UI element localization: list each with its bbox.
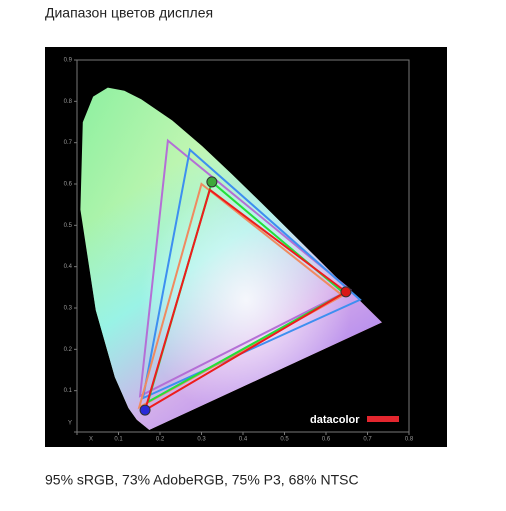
x-tick-label: 0.6	[322, 437, 331, 443]
y-tick-label: 0.8	[64, 99, 73, 105]
primary-marker	[340, 286, 352, 298]
x-tick-label: 0.3	[197, 437, 206, 443]
x-tick-label: 0.2	[156, 437, 165, 443]
x-tick-label: 0.7	[363, 437, 372, 443]
y-tick-label: 0.2	[64, 347, 73, 353]
gamut-triangle	[143, 188, 348, 413]
x-tick-label: 0.4	[239, 437, 248, 443]
y-tick-label: 0.6	[64, 182, 73, 188]
gamut-triangle	[137, 182, 345, 410]
y-tick-label: 0.7	[64, 140, 73, 146]
y-tick-label: Y	[68, 421, 72, 427]
y-tick-label: 0.5	[64, 223, 73, 229]
x-tick-label: X	[89, 437, 93, 443]
primary-marker	[139, 404, 151, 416]
primary-marker	[206, 176, 218, 188]
logo: datacolor	[310, 414, 360, 426]
y-tick-label: 0.9	[64, 58, 73, 64]
gamut-triangle	[138, 138, 352, 398]
plot: X 0.1 0.2 0.3 0.4 0.5 0.6 0.7 0.8 Y 0.1 0.2 0.3 0.4 0.…	[64, 58, 414, 443]
y-tick-label: 0.1	[64, 388, 73, 394]
caption: 95% sRGB, 73% AdobeRGB, 75% P3, 68% NTSC	[45, 472, 359, 488]
x-tick-label: 0.1	[114, 437, 123, 443]
y-tick-label: 0.3	[64, 306, 73, 312]
logo-bar	[367, 416, 399, 422]
y-tick-label: 0.4	[64, 264, 73, 270]
title: Диапазон цветов дисплея	[45, 5, 213, 21]
x-tick-label: 0.5	[280, 437, 289, 443]
gamut-triangle	[141, 147, 362, 400]
x-tick-label: 0.8	[405, 437, 414, 443]
